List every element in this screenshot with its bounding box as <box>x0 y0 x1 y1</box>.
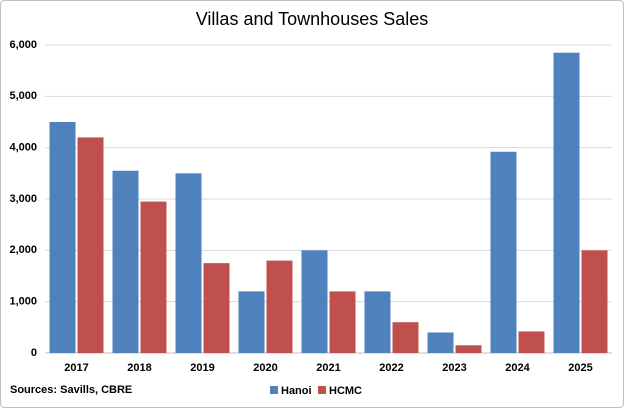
x-tick-label: 2023 <box>442 362 466 374</box>
bar <box>455 345 482 353</box>
bar <box>140 201 167 353</box>
bar <box>427 332 454 353</box>
bar <box>238 291 265 353</box>
y-tick-label: 1,000 <box>9 296 37 308</box>
x-tick-label: 2021 <box>316 362 340 374</box>
x-tick-label: 2025 <box>568 362 592 374</box>
legend-label: Hanoi <box>281 385 312 397</box>
legend-swatch <box>318 386 326 394</box>
bar <box>581 250 608 353</box>
legend-label: HCMC <box>329 385 362 397</box>
x-tick-label: 2022 <box>379 362 403 374</box>
y-tick-label: 2,000 <box>9 244 37 256</box>
x-tick-label: 2018 <box>127 362 151 374</box>
chart-title: Villas and Townhouses Sales <box>196 9 429 29</box>
x-tick-label: 2019 <box>190 362 214 374</box>
y-tick-label: 4,000 <box>9 142 37 154</box>
bar <box>364 291 391 353</box>
x-tick-label: 2024 <box>505 362 530 374</box>
x-tick-label: 2020 <box>253 362 277 374</box>
bar <box>553 52 580 353</box>
bar <box>518 331 545 353</box>
bar <box>77 137 104 353</box>
y-tick-label: 5,000 <box>9 90 37 102</box>
legend-swatch <box>270 386 278 394</box>
bar <box>266 260 293 353</box>
bar <box>490 151 517 353</box>
bar <box>49 122 76 353</box>
bar <box>175 173 202 353</box>
y-tick-label: 0 <box>31 347 37 359</box>
bar <box>112 170 139 353</box>
bar <box>392 322 419 353</box>
bar <box>329 291 356 353</box>
y-tick-label: 3,000 <box>9 193 37 205</box>
y-tick-label: 6,000 <box>9 39 37 51</box>
bar <box>301 250 328 353</box>
source-note: Sources: Savills, CBRE <box>10 384 132 396</box>
x-tick-label: 2017 <box>64 362 88 374</box>
bar <box>203 263 230 353</box>
